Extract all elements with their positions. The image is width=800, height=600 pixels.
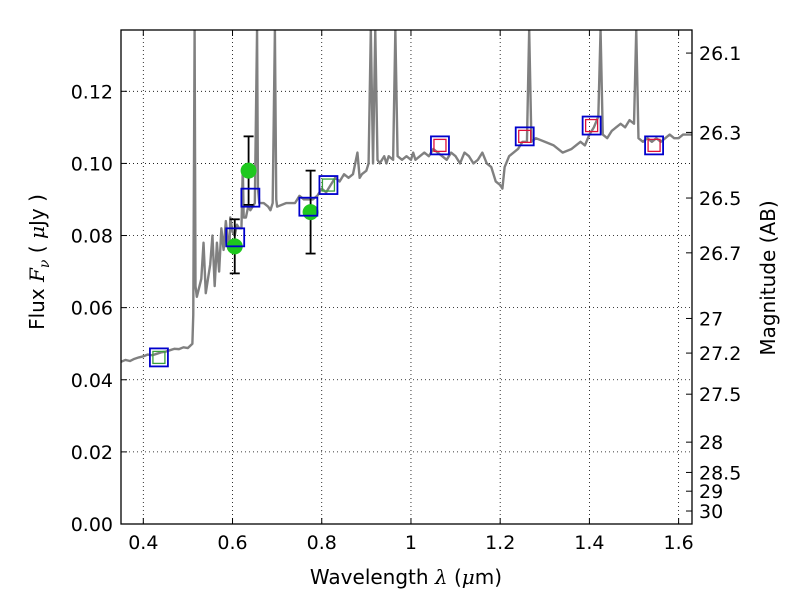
model-photometry-box: [581, 115, 602, 136]
x-tick-label: 0.8: [307, 532, 337, 554]
x-axis-label: Wavelength λ (μm): [310, 565, 502, 589]
y2-tick-label: 27.2: [699, 343, 741, 365]
detection-point: [302, 204, 319, 221]
y-tick-label: 0.12: [71, 81, 113, 103]
model-photometry-box-inner: [647, 138, 661, 153]
y2-tick-label: 26.3: [699, 122, 741, 144]
y2-tick-label: 30: [699, 501, 723, 523]
y2-tick-label: 26.1: [699, 43, 741, 65]
model-photometry-box: [298, 196, 319, 217]
x-tick-label: 0.4: [128, 532, 158, 554]
y-tick-label: 0.08: [71, 226, 113, 248]
x-tick-label: 1.6: [664, 532, 694, 554]
x-tick-label: 0.6: [217, 532, 247, 554]
y-tick-label: 0.04: [71, 370, 113, 392]
y2-axis-label: Magnitude (AB): [756, 200, 780, 355]
model-photometry-box-inner: [152, 350, 166, 365]
y2-tick-label: 28: [699, 432, 723, 454]
y2-tick-label: 26.7: [699, 243, 741, 265]
model-photometry-box: [430, 135, 450, 156]
y-tick-label: 0.10: [71, 153, 113, 175]
y2-tick-label: 26.5: [699, 188, 741, 210]
model-photometry-box: [644, 135, 664, 156]
model-photometry-box: [514, 126, 535, 147]
plot-frame: [120, 29, 693, 525]
y2-tick-label: 27: [699, 308, 723, 330]
model-photometry-box: [240, 187, 261, 208]
y-tick-label: 0.06: [71, 298, 113, 320]
plot-area: [121, 30, 692, 368]
model-photometry-box-inner: [433, 138, 447, 153]
y2-tick-label: 29: [699, 481, 723, 503]
grid: [121, 30, 692, 525]
x-tick-label: 1.2: [485, 532, 515, 554]
y-axis-label: Flux Fν ( μJy ): [25, 194, 53, 330]
model-photometry-box: [149, 347, 169, 368]
x-tick-label: 1.4: [574, 532, 604, 554]
model-photometry-box: [318, 175, 339, 195]
ticks: 0.4 0.6 0.8 1 1.2 1.4 1.6 0.00 0.02 0.04 0.06 0.08 0…: [71, 30, 741, 554]
model-photometry-box-inner: [518, 129, 532, 144]
y-tick-label: 0.02: [71, 442, 113, 464]
y2-tick-label: 27.5: [699, 384, 741, 406]
model-spectrum-line: [121, 30, 692, 363]
y2-tick-label: 28.5: [699, 462, 741, 484]
detection-point: [240, 162, 257, 179]
model-photometry-box-inner: [584, 118, 599, 133]
y-tick-label: 0.00: [71, 514, 113, 536]
model-photometry-box: [225, 227, 246, 248]
x-tick-label: 1: [405, 532, 417, 554]
model-photometry-box-inner: [321, 178, 336, 192]
